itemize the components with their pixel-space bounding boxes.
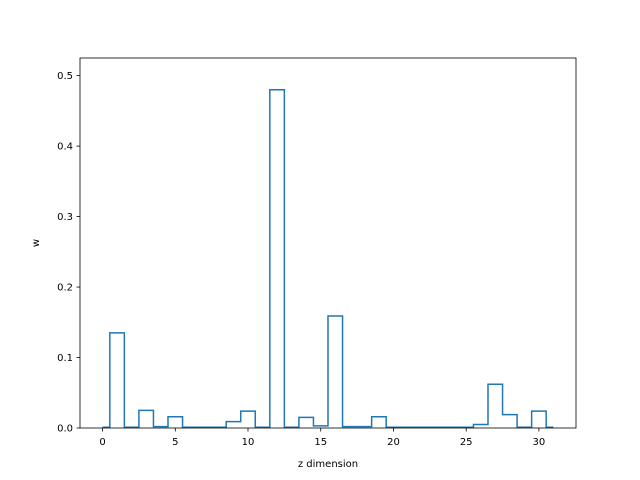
y-tick-label: 0.2 bbox=[57, 283, 73, 294]
y-axis-label: w bbox=[31, 239, 42, 247]
x-tick-label: 30 bbox=[533, 437, 546, 448]
y-tick-label: 0.1 bbox=[57, 353, 73, 364]
y-tick-label: 0.4 bbox=[57, 142, 73, 153]
x-tick-label: 15 bbox=[314, 437, 327, 448]
ticks-group: 0 5 10 15 20 25 30 0.0 0.1 0.2 0.3 0.4 0.5 bbox=[57, 71, 545, 448]
x-tick-label: 0 bbox=[99, 437, 105, 448]
x-tick-label: 25 bbox=[460, 437, 473, 448]
y-tick-label: 0.3 bbox=[57, 212, 73, 223]
x-tick-label: 5 bbox=[172, 437, 178, 448]
x-tick-label: 20 bbox=[387, 437, 400, 448]
series-step-line bbox=[102, 88, 554, 429]
y-tick-label: 0.5 bbox=[57, 71, 73, 82]
x-tick-label: 10 bbox=[242, 437, 255, 448]
x-axis-label: z dimension bbox=[298, 459, 358, 470]
plot-frame bbox=[79, 57, 577, 429]
y-tick-label: 0.0 bbox=[57, 424, 73, 435]
